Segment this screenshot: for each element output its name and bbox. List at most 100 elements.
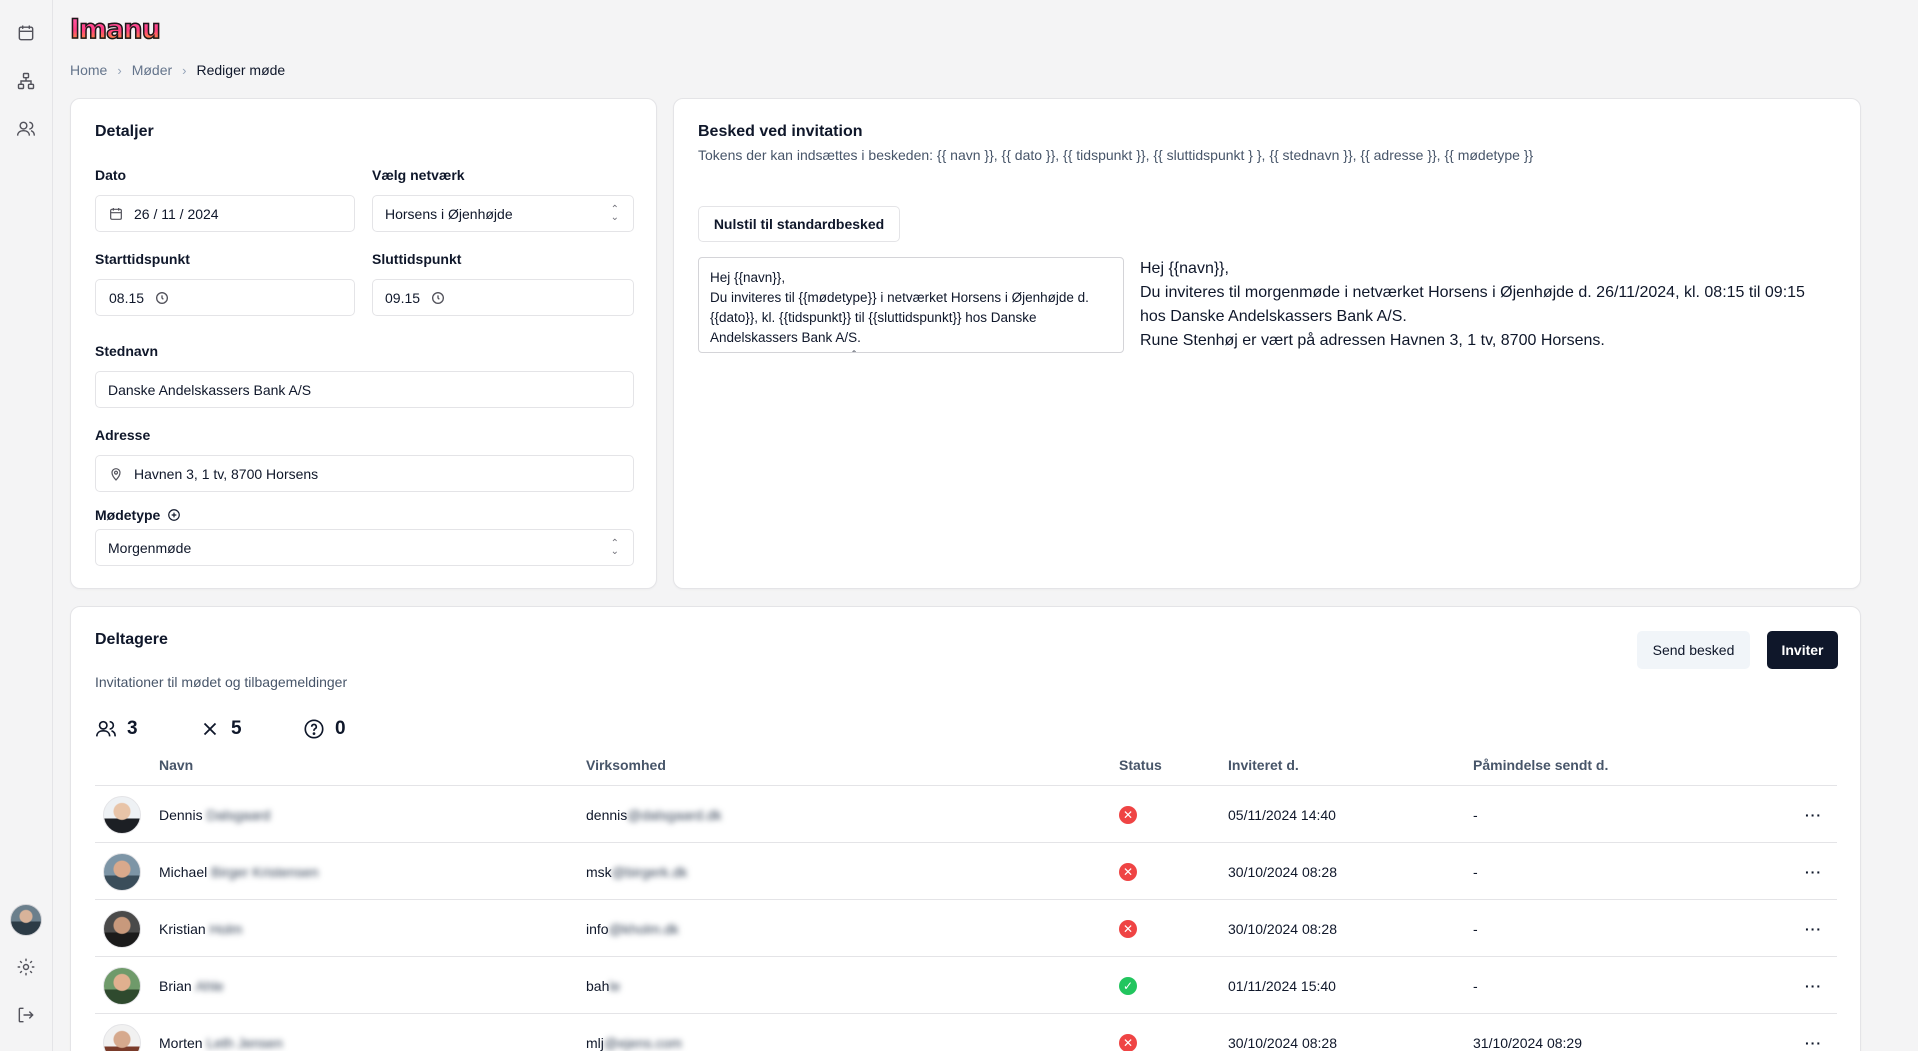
calendar-icon	[108, 206, 124, 222]
participant-name: Kristian Holm	[159, 920, 243, 937]
x-circle-icon: ✕	[1119, 1033, 1137, 1051]
type-label: Mødetype	[95, 507, 161, 523]
more-actions-icon[interactable]: ···	[1805, 920, 1822, 937]
date-field[interactable]: 26 / 11 / 2024	[95, 195, 355, 232]
participant-name: Morten Leth Jensen	[159, 1034, 283, 1051]
stat-declined: 5	[199, 718, 242, 740]
stat-unknown: 0	[303, 718, 346, 740]
stat-accepted-count: 3	[127, 718, 138, 739]
meeting-type-select[interactable]: Morgenmøde ⌃ ⌄	[95, 529, 634, 566]
status-accepted: ✓	[1119, 957, 1137, 1014]
send-message-button[interactable]: Send besked	[1637, 631, 1750, 669]
breadcrumb-meetings[interactable]: Møder	[131, 62, 173, 78]
breadcrumb-home[interactable]: Home	[70, 62, 108, 78]
x-circle-icon: ✕	[1119, 919, 1137, 938]
invite-button[interactable]: Inviter	[1767, 631, 1838, 669]
calendar-icon[interactable]	[14, 21, 38, 45]
map-pin-icon	[108, 466, 124, 482]
participant-name: Dennis Dalsgaard	[159, 806, 271, 823]
participant-email: bah le	[586, 977, 621, 994]
column-header-invited[interactable]: Inviteret d.	[1228, 757, 1299, 773]
invited-date: 30/10/2024 08:28	[1228, 1034, 1337, 1051]
users-icon[interactable]	[14, 117, 38, 141]
x-circle-icon: ✕	[1119, 862, 1137, 881]
table-row[interactable]: Morten Leth Jensen mlj @ejens.com ✕ 30/10…	[95, 1013, 1837, 1051]
app-logo[interactable]: Imanu	[69, 15, 170, 45]
status-declined: ✕	[1119, 1014, 1137, 1051]
side-rail	[0, 0, 53, 1051]
message-template-textarea[interactable]: Hej {{navn}}, Du inviteres til {{mødetyp…	[698, 257, 1124, 353]
check-circle-icon: ✓	[1119, 976, 1137, 995]
participant-name: Brian Ahle	[159, 977, 224, 994]
preview-line: Du inviteres til morgenmøde i netværket …	[1140, 284, 1805, 325]
address-input[interactable]: Havnen 3, 1 tv, 8700 Horsens	[95, 455, 634, 492]
network-icon[interactable]	[14, 69, 38, 93]
table-row[interactable]: Michael Birger Kristensen msk @birgerk.dk…	[95, 842, 1837, 899]
avatar	[103, 796, 141, 834]
end-time-input[interactable]: 09.15	[372, 279, 634, 316]
chevron-right-icon: ›	[117, 62, 122, 78]
details-title: Detaljer	[95, 123, 154, 140]
preview-line: Hej {{navn}},	[1140, 260, 1229, 277]
more-actions-icon[interactable]: ···	[1805, 1034, 1822, 1051]
network-value: Horsens i Øjenhøjde	[385, 205, 513, 222]
more-actions-icon[interactable]: ···	[1805, 863, 1822, 880]
avatar	[103, 967, 141, 1005]
table-row[interactable]: Brian Ahle bah le ✓ 01/11/2024 15:40 - ··…	[95, 956, 1837, 1013]
start-label: Starttidspunkt	[95, 251, 190, 267]
table-row[interactable]: Dennis Dalsgaard dennis @dalsgaard.dk ✕ 0…	[95, 785, 1837, 842]
participant-email: mlj @ejens.com	[586, 1034, 682, 1051]
more-actions-icon[interactable]: ···	[1805, 806, 1822, 823]
start-time-input[interactable]: 08.15	[95, 279, 355, 316]
logout-icon[interactable]	[14, 1003, 38, 1027]
status-declined: ✕	[1119, 900, 1137, 957]
x-circle-icon: ✕	[1119, 805, 1137, 824]
place-label: Stednavn	[95, 343, 159, 359]
invited-date: 30/10/2024 08:28	[1228, 863, 1337, 880]
date-label: Dato	[95, 167, 127, 183]
reminder-date: -	[1473, 977, 1478, 994]
chevron-updown-icon: ⌃ ⌄	[610, 538, 619, 557]
participant-email: dennis @dalsgaard.dk	[586, 806, 722, 823]
breadcrumb: Home › Møder › Rediger møde	[70, 62, 285, 78]
date-value: 26 / 11 / 2024	[134, 205, 219, 222]
status-declined: ✕	[1119, 843, 1137, 900]
plus-circle-icon[interactable]	[167, 508, 181, 522]
avatar	[103, 853, 141, 891]
network-select[interactable]: Horsens i Øjenhøjde ⌃ ⌄	[372, 195, 634, 232]
end-label: Sluttidspunkt	[372, 251, 462, 267]
column-header-status[interactable]: Status	[1119, 757, 1162, 773]
message-preview: Hej {{navn}}, Du inviteres til morgenmød…	[1140, 257, 1820, 353]
invited-date: 01/11/2024 15:40	[1228, 977, 1336, 994]
clock-icon	[154, 290, 170, 306]
place-input[interactable]: Danske Andelskassers Bank A/S	[95, 371, 634, 408]
end-time-value: 09.15	[385, 289, 421, 306]
users-icon	[96, 720, 116, 737]
breadcrumb-current: Rediger møde	[196, 62, 286, 78]
reminder-date: -	[1473, 863, 1478, 880]
more-actions-icon[interactable]: ···	[1805, 977, 1822, 994]
column-header-name[interactable]: Navn	[159, 757, 194, 773]
participant-email: info @kholm.dk	[586, 920, 679, 937]
column-header-company[interactable]: Virksomhed	[586, 757, 666, 773]
table-row[interactable]: Kristian Holm info @kholm.dk ✕ 30/10/2024…	[95, 899, 1837, 956]
user-avatar[interactable]	[10, 904, 42, 936]
participants-subtitle: Invitationer til mødet og tilbagemelding…	[95, 674, 348, 690]
reminder-date: 31/10/2024 08:29	[1473, 1034, 1582, 1051]
invitation-title: Besked ved invitation	[698, 123, 863, 140]
x-icon	[203, 722, 217, 736]
participants-title: Deltagere	[95, 631, 168, 648]
avatar	[103, 910, 141, 948]
network-label: Vælg netværk	[372, 167, 465, 183]
invited-date: 05/11/2024 14:40	[1228, 806, 1336, 823]
address-value: Havnen 3, 1 tv, 8700 Horsens	[134, 465, 319, 482]
chevron-updown-icon: ⌃ ⌄	[610, 204, 619, 223]
reset-message-button[interactable]: Nulstil til standardbesked	[698, 206, 900, 242]
preview-line: Rune Stenhøj er vært på adressen Havnen …	[1140, 332, 1605, 349]
stat-declined-count: 5	[231, 718, 242, 739]
details-card: Detaljer Dato 26 / 11 / 2024 Vælg netvær…	[70, 98, 657, 589]
stat-accepted: 3	[95, 718, 138, 740]
clock-icon	[430, 290, 446, 306]
settings-icon[interactable]	[14, 955, 38, 979]
column-header-reminder[interactable]: Påmindelse sendt d.	[1473, 757, 1609, 773]
